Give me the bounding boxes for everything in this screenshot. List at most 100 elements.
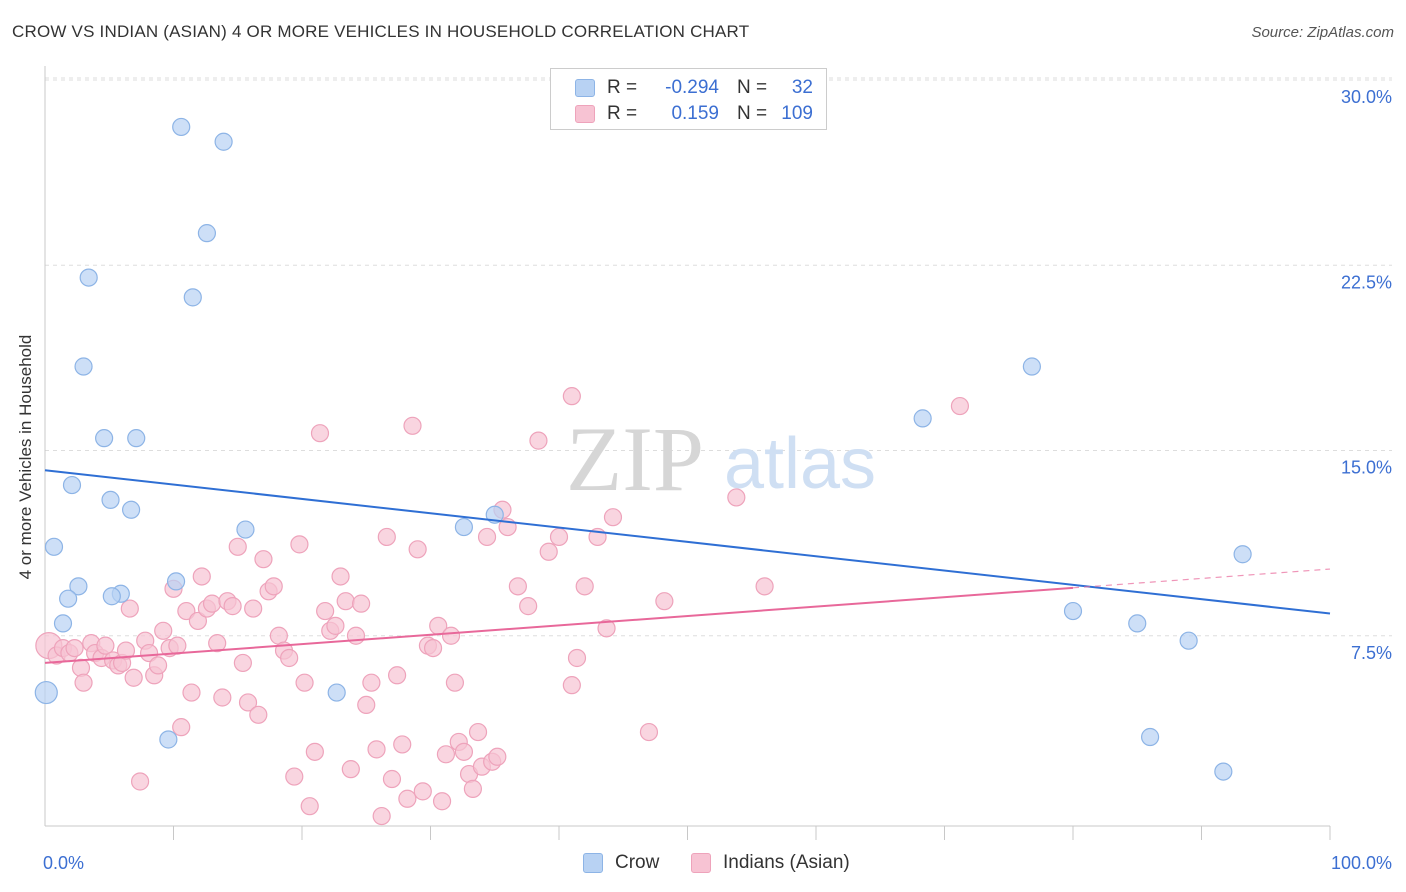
crow-point bbox=[102, 587, 121, 606]
indians-point bbox=[398, 789, 417, 808]
indians-point bbox=[597, 619, 616, 638]
crow-point bbox=[1063, 601, 1083, 621]
n-label: N = bbox=[737, 103, 768, 124]
indians-point bbox=[727, 488, 746, 507]
x-tick-label: 100.0% bbox=[1331, 853, 1392, 873]
indians-point bbox=[562, 676, 581, 695]
indians-point bbox=[539, 542, 558, 561]
crow-point bbox=[53, 614, 73, 633]
crow-point bbox=[1214, 762, 1233, 781]
indians-point bbox=[603, 508, 623, 527]
indians-point bbox=[316, 601, 335, 621]
r-value: 0.159 bbox=[671, 103, 719, 124]
indians-point bbox=[477, 527, 497, 547]
crow-point bbox=[1233, 545, 1252, 564]
indians-point bbox=[488, 747, 507, 766]
indians-point bbox=[423, 638, 443, 658]
n-value: 109 bbox=[781, 103, 813, 124]
indians-point bbox=[96, 636, 115, 655]
crow-point bbox=[79, 268, 98, 287]
indians-point bbox=[300, 797, 319, 816]
indians-point bbox=[295, 673, 314, 692]
indians-point bbox=[74, 673, 93, 692]
indians-point bbox=[223, 597, 242, 616]
y-tick-label: 22.5% bbox=[1341, 272, 1392, 292]
indians-point bbox=[372, 806, 391, 826]
indians-point bbox=[290, 535, 309, 554]
indians-point bbox=[172, 718, 191, 737]
indians-point bbox=[188, 611, 208, 631]
legend-label-indians: Indians (Asian) bbox=[723, 852, 850, 873]
indians-point bbox=[310, 424, 330, 443]
stats-legend: R = -0.294 N = 32 R = 0.159 N = 109 bbox=[550, 68, 827, 130]
series-indians-asian-points bbox=[35, 387, 970, 826]
indians-point bbox=[436, 745, 456, 764]
trend-line-crow bbox=[44, 469, 1331, 615]
indians-point bbox=[362, 673, 381, 692]
indians-point bbox=[408, 540, 427, 559]
y-tick-label: 30.0% bbox=[1341, 87, 1392, 107]
indians-point bbox=[454, 742, 474, 761]
indians-point bbox=[575, 577, 594, 596]
indians-point bbox=[124, 668, 143, 687]
indians-point bbox=[130, 772, 150, 791]
crow-point bbox=[34, 680, 58, 705]
crow-point bbox=[69, 577, 88, 596]
stats-row-crow: R = -0.294 N = 32 bbox=[575, 77, 813, 99]
indians-point bbox=[326, 616, 345, 635]
indians-point bbox=[249, 705, 268, 724]
indians-point bbox=[413, 782, 432, 801]
indians-point bbox=[441, 626, 461, 645]
indians-point bbox=[71, 658, 91, 677]
n-value: 32 bbox=[791, 77, 813, 98]
crow-point bbox=[913, 409, 932, 428]
crow-point bbox=[59, 589, 78, 608]
crow-swatch bbox=[575, 79, 595, 97]
crow-point bbox=[95, 429, 114, 448]
legend-item-crow[interactable]: Crow bbox=[583, 852, 659, 874]
legend-label-crow: Crow bbox=[615, 852, 660, 873]
indians-point bbox=[519, 597, 538, 616]
crow-point bbox=[1128, 614, 1147, 633]
indians-point bbox=[331, 567, 350, 586]
y-tick-label: 15.0% bbox=[1341, 458, 1392, 478]
series-legend: Crow Indians (Asian) bbox=[0, 850, 1406, 878]
indians-point bbox=[148, 656, 168, 675]
crow-legend-swatch bbox=[583, 853, 603, 873]
indians-point bbox=[305, 742, 324, 761]
crow-point bbox=[214, 132, 233, 151]
indians-point bbox=[336, 592, 355, 611]
indians-point bbox=[65, 638, 84, 658]
stats-row-indians: R = 0.159 N = 109 bbox=[575, 103, 813, 125]
crow-point bbox=[1179, 631, 1198, 650]
crow-point bbox=[1140, 727, 1160, 747]
crow-point bbox=[172, 117, 191, 137]
indians-point bbox=[154, 621, 173, 640]
legend-item-indians[interactable]: Indians (Asian) bbox=[691, 852, 850, 874]
crow-point bbox=[166, 572, 186, 591]
y-tick-label: 7.5% bbox=[1351, 643, 1392, 663]
indians-point bbox=[529, 431, 548, 450]
indians-legend-swatch bbox=[691, 853, 711, 873]
crow-point bbox=[62, 475, 82, 495]
indians-point bbox=[192, 567, 211, 586]
indians-swatch bbox=[575, 105, 595, 123]
source-label: Source: ZipAtlas.com bbox=[1251, 24, 1394, 41]
watermark-zip: ZIP bbox=[566, 408, 704, 510]
indians-point bbox=[280, 648, 299, 668]
indians-point bbox=[244, 599, 263, 618]
crow-point bbox=[327, 683, 346, 702]
n-label: N = bbox=[737, 77, 768, 98]
crow-point bbox=[121, 500, 141, 519]
indians-point bbox=[177, 601, 196, 621]
crow-point bbox=[236, 520, 255, 539]
indians-point bbox=[264, 577, 283, 596]
indians-point bbox=[139, 643, 159, 663]
indians-point bbox=[213, 688, 232, 707]
trend-line-indians-extrapolated bbox=[1072, 568, 1331, 589]
indians-point bbox=[508, 577, 527, 596]
indians-point bbox=[639, 722, 659, 742]
indians-point bbox=[387, 666, 407, 685]
watermark-atlas: atlas bbox=[724, 424, 876, 504]
